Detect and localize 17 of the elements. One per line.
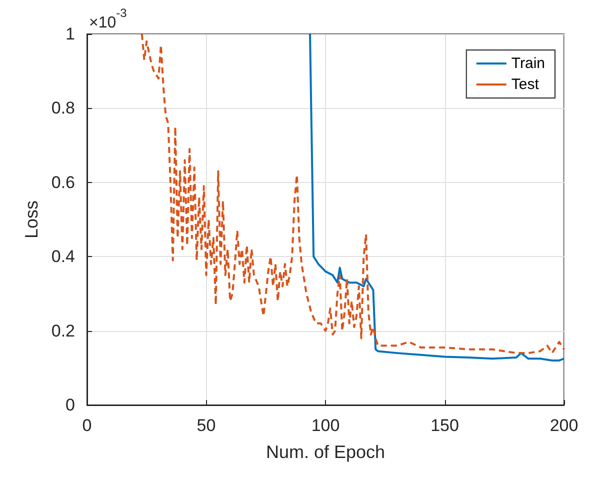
y-axis-title: Loss	[21, 200, 42, 239]
y-tick-label: 0.6	[51, 172, 75, 192]
x-tick-label: 100	[311, 416, 340, 435]
legend-label: Test	[511, 76, 540, 93]
y-tick-label: 0.4	[51, 247, 75, 266]
x-tick-label: 50	[196, 416, 216, 435]
line-series	[140, 33, 565, 354]
x-tick-label: 150	[430, 416, 459, 435]
y-tick-label: 0	[66, 396, 75, 414]
x-tick-label: 200	[550, 416, 578, 435]
x-axis-title: Num. of Epoch	[266, 442, 386, 462]
line-series	[309, 33, 565, 362]
y-tick-label: 1	[66, 24, 75, 44]
y-tick-label: 0.8	[51, 98, 75, 118]
y-tick-label: 0.2	[51, 321, 75, 340]
x-tick-label: 0	[82, 416, 92, 435]
legend-label: Train	[511, 55, 546, 72]
